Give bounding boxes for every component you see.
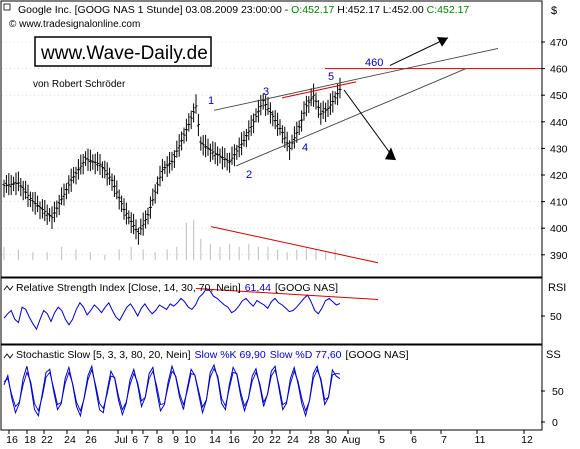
watermark-frame bbox=[34, 36, 212, 67]
x-tick-label: 5 bbox=[379, 434, 385, 446]
rsi-line bbox=[3, 287, 341, 331]
rsi-series: 50 bbox=[3, 287, 562, 331]
x-tick-label: 24 bbox=[287, 434, 299, 446]
wave-label-4: 4 bbox=[302, 142, 308, 154]
x-tick-label: 6 bbox=[411, 434, 417, 446]
stoch-tick-label: 50 bbox=[552, 386, 564, 398]
level-label-460: 460 bbox=[365, 57, 383, 69]
rsi-trend-red-line bbox=[195, 288, 379, 300]
x-tick-label: 18 bbox=[24, 434, 36, 446]
x-tick-label: 22 bbox=[269, 434, 281, 446]
x-tick-label: 22 bbox=[41, 434, 53, 446]
x-tick-label: 28 bbox=[308, 434, 320, 446]
price-panel-frame bbox=[0, 0, 543, 278]
stoch-d-line bbox=[3, 367, 341, 413]
down-arrow-shaft bbox=[343, 89, 394, 158]
x-tick-label: Aug bbox=[342, 434, 361, 446]
price-tick-label: 410 bbox=[550, 197, 568, 209]
price-tick-label: 400 bbox=[550, 223, 568, 235]
chart-header: Google Inc. [GOOG NAS 1 Stunde] 03.08.20… bbox=[3, 3, 469, 30]
price-tick-label: 450 bbox=[550, 90, 568, 102]
down-arrow-head bbox=[385, 147, 396, 161]
x-tick-label: 16 bbox=[228, 434, 240, 446]
rsi-line-icon bbox=[3, 285, 14, 291]
x-tick-label: 26 bbox=[85, 434, 97, 446]
header-site: © www.tradesignalonline.com bbox=[9, 19, 140, 30]
x-tick-label: 8 bbox=[157, 434, 163, 446]
wave-label-3: 3 bbox=[263, 86, 269, 98]
price-bars bbox=[2, 77, 342, 245]
x-tick-label: 7 bbox=[143, 434, 149, 446]
stoch-line-icon bbox=[3, 353, 14, 359]
price-annotation-lines bbox=[210, 36, 541, 264]
x-tick-label: 11 bbox=[475, 434, 486, 446]
volume-bars bbox=[3, 220, 336, 261]
price-tick-label: 430 bbox=[550, 143, 568, 155]
stoch-d-label: Slow %D 77,60 bbox=[270, 349, 342, 361]
stoch-header-text: Stochastic Slow [5, 3, 3, 80, 20, Nein] S… bbox=[16, 349, 409, 361]
rsi-side-label: RSI bbox=[548, 282, 566, 294]
header-symbol-text: Google Inc. [GOOG NAS 1 Stunde] 03.08.20… bbox=[18, 4, 291, 16]
rsi-header: Relative Strength Index [Close, 14, 30, … bbox=[3, 282, 566, 294]
x-tick-label: 6 bbox=[132, 434, 138, 446]
x-tick-label: 12 bbox=[521, 434, 533, 446]
rsi-title: Relative Strength Index [Close, 14, 30, … bbox=[16, 282, 241, 294]
stochastic-series: 50 0 bbox=[3, 363, 564, 429]
header-high: H:452.17 bbox=[334, 4, 380, 16]
up-arrow-head bbox=[437, 36, 448, 47]
wave-label-1: 1 bbox=[208, 95, 214, 107]
wave-labels: 460 1 2 3 4 5 bbox=[208, 57, 383, 181]
stoch-k-label: Slow %K 69,90 bbox=[195, 349, 266, 361]
watermark-box: www.Wave-Daily.de von Robert Schröder bbox=[33, 36, 212, 90]
wave-label-2: 2 bbox=[246, 169, 252, 181]
x-tick-label: 10 bbox=[184, 434, 196, 446]
stoch-tick-label: 0 bbox=[552, 417, 558, 429]
price-tick-label: 440 bbox=[550, 117, 568, 129]
rsi-panel-frame bbox=[0, 277, 543, 345]
x-tick-label: Jul bbox=[114, 434, 127, 446]
rsi-tick-label: 50 bbox=[550, 311, 562, 323]
rsi-header-text: Relative Strength Index [Close, 14, 30, … bbox=[16, 282, 338, 294]
header-low: L:452.00 bbox=[380, 4, 424, 16]
x-tick-label: 9 bbox=[173, 434, 179, 446]
stoch-symbol: [GOOG NAS] bbox=[346, 349, 409, 361]
up-arrow-shaft bbox=[389, 37, 449, 66]
header-line: Google Inc. [GOOG NAS 1 Stunde] 03.08.20… bbox=[18, 4, 469, 16]
x-tick-label: 30 bbox=[325, 434, 337, 446]
price-tick-label: 460 bbox=[550, 64, 568, 76]
wave-label-5: 5 bbox=[328, 71, 334, 83]
stoch-side-label: SS bbox=[546, 349, 561, 361]
x-tick-label: 14 bbox=[209, 434, 221, 446]
upper-channel-line bbox=[213, 47, 499, 111]
wave-top-red-line bbox=[281, 81, 357, 99]
watermark-title: www.Wave-Daily.de bbox=[40, 43, 208, 64]
x-tick-label: 16 bbox=[6, 434, 18, 446]
rsi-symbol: [GOOG NAS] bbox=[275, 282, 338, 294]
price-grid bbox=[2, 41, 541, 256]
rsi-value: 61,44 bbox=[245, 282, 271, 294]
volume-trend-red-line bbox=[210, 226, 379, 264]
header-close: C:452.17 bbox=[424, 4, 470, 16]
x-tick-label: 20 bbox=[252, 434, 264, 446]
stoch-k-line bbox=[3, 363, 341, 418]
price-tick-label: 390 bbox=[550, 250, 568, 262]
price-indicator-icon bbox=[3, 3, 11, 11]
x-tick-label: 7 bbox=[441, 434, 447, 446]
watermark-author: von Robert Schröder bbox=[33, 79, 126, 90]
price-tick-label: 420 bbox=[550, 170, 568, 182]
header-open: O:452.17 bbox=[291, 4, 334, 16]
currency-label: $ bbox=[551, 5, 557, 17]
lower-channel-line bbox=[235, 68, 467, 167]
price-tick-label: 470 bbox=[550, 37, 568, 49]
x-tick-label: 24 bbox=[64, 434, 76, 446]
stoch-title: Stochastic Slow [5, 3, 3, 80, 20, Nein] bbox=[16, 349, 191, 361]
stoch-header: Stochastic Slow [5, 3, 3, 80, 20, Nein] S… bbox=[3, 349, 561, 361]
